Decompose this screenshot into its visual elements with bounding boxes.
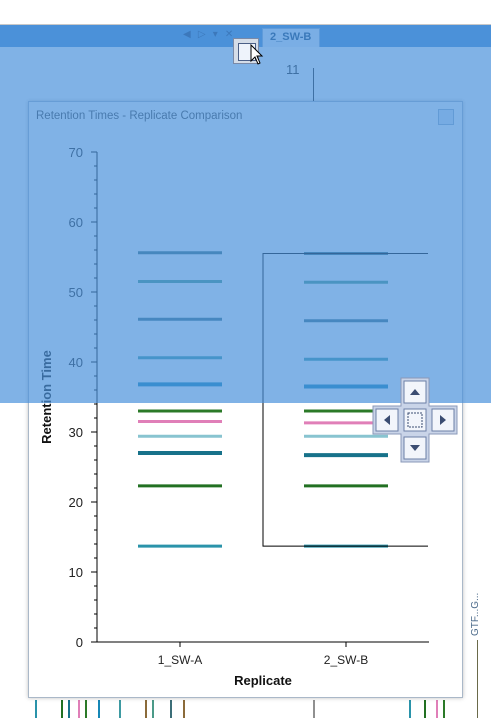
x-tick-label: 2_SW-B: [324, 653, 368, 667]
y-tick-label: 30: [69, 425, 83, 440]
dock-center-icon[interactable]: [403, 408, 427, 432]
dock-guide-cross[interactable]: [372, 377, 458, 463]
background-peak-lines: [35, 700, 445, 718]
tab-label: 2_SW-B: [270, 31, 312, 43]
y-tick-label: 60: [69, 215, 83, 230]
y-axis-title: Retention Time: [39, 350, 54, 444]
background-side-axis: [477, 640, 478, 718]
mouse-cursor-icon: [250, 44, 264, 65]
background-side-label: GTF...G...: [470, 592, 481, 636]
x-tick-label: 1_SW-A: [158, 653, 202, 667]
y-tick-label: 0: [76, 635, 83, 650]
y-tick-label: 50: [69, 285, 83, 300]
y-tick-label: 40: [69, 355, 83, 370]
y-tick-label: 10: [69, 565, 83, 580]
background-axis-number: 11: [286, 62, 300, 77]
x-axis-title: Replicate: [234, 673, 292, 688]
y-tick-label: 70: [69, 145, 83, 160]
tab-2-sw-b[interactable]: 2_SW-B: [262, 28, 320, 47]
y-tick-label: 20: [69, 495, 83, 510]
top-toolbar: [0, 0, 491, 25]
tab-scroll-arrows[interactable]: ◀ ▷ ▾ ✕: [183, 29, 236, 40]
